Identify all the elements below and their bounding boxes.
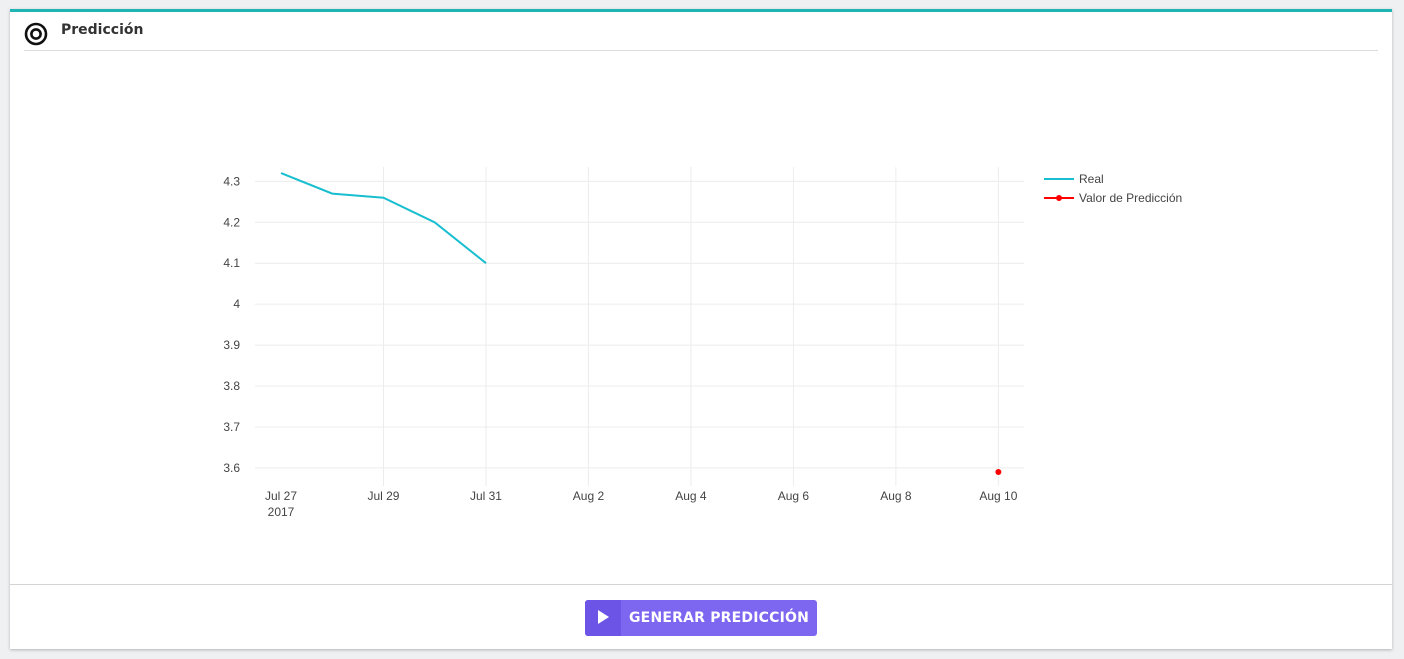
prediction-panel: Predicción Jul 27 Jul 29 Jul 31 Aug 2 Aug 4 A…	[10, 9, 1392, 649]
x-tick-label: Jul 29	[367, 489, 399, 503]
legend-label: Real	[1079, 172, 1104, 186]
chart-svg: Jul 27 Jul 29 Jul 31 Aug 2 Aug 4 Aug 6 Aug 8 Au…	[223, 167, 1182, 519]
target-icon	[24, 22, 48, 46]
y-tick-label: 3.8	[223, 379, 240, 393]
x-tick-label: Jul 27	[265, 489, 297, 503]
prediction-chart: Jul 27 Jul 29 Jul 31 Aug 2 Aug 4 Aug 6 Aug 8 Au…	[10, 12, 1392, 582]
legend-label: Valor de Predicción	[1079, 191, 1182, 205]
x-tick-label: Aug 10	[979, 489, 1017, 503]
y-tick-label: 3.6	[223, 461, 240, 475]
series-point-1	[995, 469, 1002, 475]
panel-footer: GENERAR PREDICCIÓN	[10, 584, 1392, 652]
play-icon	[585, 600, 621, 636]
panel-title: Predicción	[61, 22, 144, 38]
x-tick-year-label: 2017	[268, 505, 295, 519]
generate-prediction-button[interactable]: GENERAR PREDICCIÓN	[585, 600, 817, 636]
y-tick-label: 3.9	[223, 338, 240, 352]
y-tick-label: 4.1	[223, 256, 240, 270]
x-tick-label: Aug 8	[880, 489, 912, 503]
x-tick-label: Jul 31	[470, 489, 502, 503]
legend-marker-1	[1056, 195, 1062, 201]
y-tick-label: 3.7	[223, 420, 240, 434]
series-line-0	[280, 172, 487, 264]
y-tick-label: 4.3	[223, 174, 240, 188]
x-tick-label: Aug 6	[778, 489, 810, 503]
generate-prediction-label: GENERAR PREDICCIÓN	[628, 610, 809, 626]
panel-header: Predicción	[24, 12, 1378, 51]
y-tick-label: 4	[233, 297, 240, 311]
x-tick-label: Aug 2	[573, 489, 605, 503]
y-tick-label: 4.2	[223, 215, 240, 229]
x-tick-label: Aug 4	[675, 489, 707, 503]
